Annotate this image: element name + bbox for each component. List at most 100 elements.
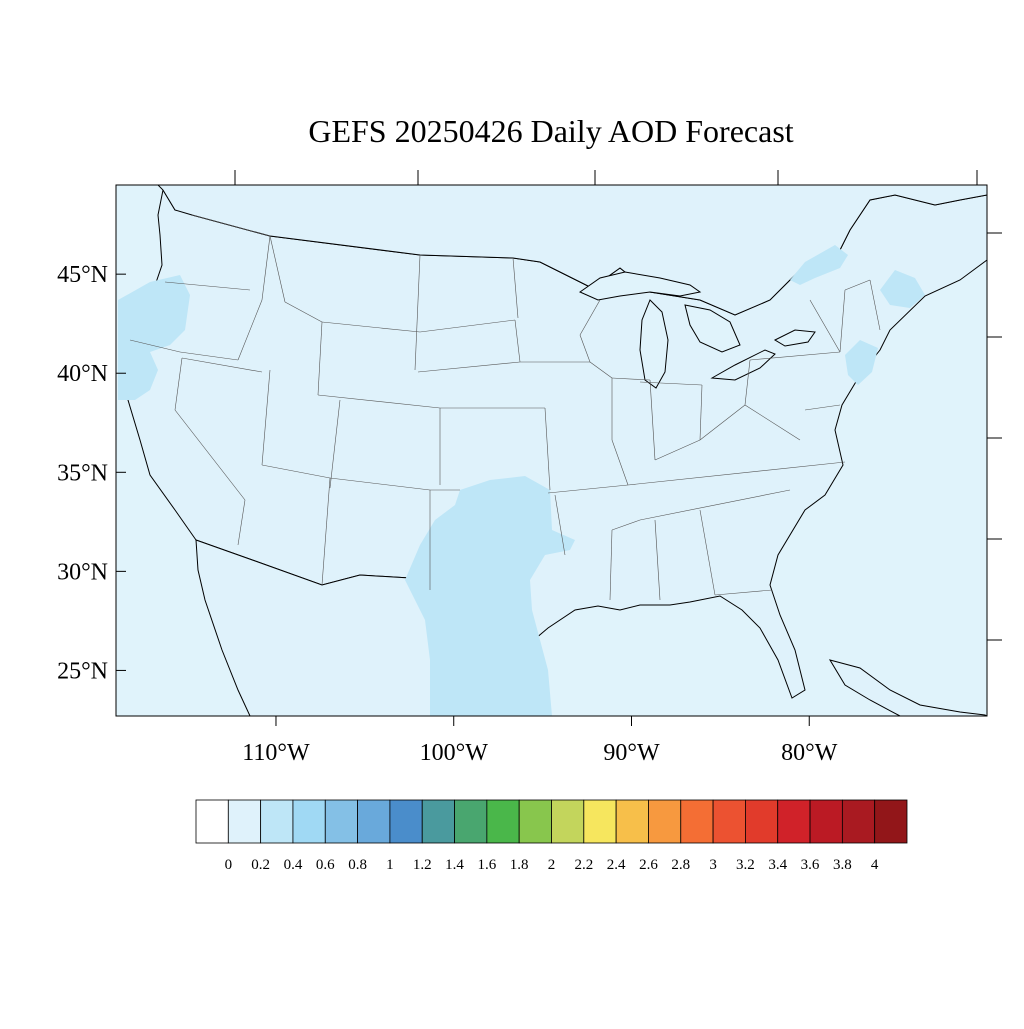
colorbar-label: 4: [871, 857, 879, 873]
state-border-line: [744, 404, 801, 441]
state-border-line: [749, 351, 841, 361]
aod-region-new-england-coast: [880, 270, 925, 308]
colorbar-label: 1.2: [413, 857, 432, 873]
state-border-line: [699, 509, 716, 596]
state-border-line: [544, 407, 551, 491]
colorbar-swatch: [777, 799, 811, 844]
state-border-line: [321, 477, 331, 586]
colorbar-label: 0.2: [251, 857, 270, 873]
colorbar-swatch: [389, 799, 423, 844]
state-border-line: [654, 439, 701, 461]
colorbar-label: 1.6: [477, 857, 496, 873]
aod-region-texas-oklahoma: [405, 476, 575, 716]
colorbar-label: 0.8: [348, 857, 367, 873]
colorbar-swatch: [745, 799, 779, 844]
longitude-label: 100°W: [420, 740, 489, 766]
colorbar-label: 0: [225, 857, 233, 873]
aod-region-new-jersey-coast: [845, 340, 878, 385]
state-border-line: [839, 289, 846, 353]
aod-elevated-regions: [118, 245, 925, 716]
colorbar-label: 1.4: [445, 857, 464, 873]
state-border-line: [714, 589, 773, 596]
state-border-line: [699, 384, 703, 441]
colorbar: [195, 799, 908, 844]
state-border-line: [181, 357, 263, 373]
state-border-line: [129, 339, 181, 353]
state-border-line: [317, 321, 323, 396]
colorbar-label: 2.4: [607, 857, 626, 873]
colorbar-label: 3.8: [833, 857, 852, 873]
colorbar-swatch: [648, 799, 682, 844]
aod-region-upstate-new-york: [790, 245, 848, 285]
colorbar-swatch: [841, 799, 876, 844]
state-borders: [129, 214, 881, 601]
colorbar-label: 2.8: [671, 857, 690, 873]
colorbar-label: 3: [709, 857, 717, 873]
colorbar-label: 1.8: [510, 857, 529, 873]
colorbar-swatch: [260, 799, 294, 844]
latitude-labels: 45°N 40°N 35°N 30°N 25°N: [57, 262, 108, 684]
state-border-line: [261, 464, 331, 479]
map-panel: 45°N 40°N 35°N 30°N 25°N 110°W 100°W 90°W 80°W: [57, 170, 1002, 766]
cuba-island: [828, 659, 987, 716]
state-border-line: [419, 319, 516, 333]
longitude-label: 110°W: [242, 740, 310, 766]
state-border-line: [164, 281, 251, 291]
colorbar-swatch: [712, 799, 746, 844]
colorbar-swatch: [874, 799, 908, 844]
colorbar-swatch: [583, 799, 617, 844]
state-border-line: [237, 299, 263, 361]
longitude-label: 80°W: [781, 740, 838, 766]
colorbar-swatch: [195, 799, 229, 844]
colorbar-label: 2.6: [639, 857, 658, 873]
colorbar-swatch: [421, 799, 455, 844]
colorbar-swatch: [454, 799, 488, 844]
colorbar-label: 3.4: [768, 857, 787, 873]
state-border-line: [512, 257, 519, 319]
state-border-line: [417, 361, 521, 373]
longitude-labels: 110°W 100°W 90°W 80°W: [242, 740, 837, 766]
lake-ontario: [773, 329, 816, 347]
aod-region-pacific-northwest: [118, 275, 190, 400]
colorbar-label: 2.2: [574, 857, 593, 873]
colorbar-label: 0.4: [284, 857, 303, 873]
state-border-line: [744, 359, 751, 406]
state-border-line: [611, 439, 629, 486]
colorbar-swatch: [551, 799, 585, 844]
state-border-line: [514, 319, 521, 363]
lake-michigan: [639, 299, 669, 389]
state-border-line: [554, 494, 566, 556]
map-title: GEFS 20250426 Daily AOD Forecast: [308, 113, 793, 149]
state-border-line: [639, 489, 791, 521]
colorbar-swatch: [680, 799, 714, 844]
state-border-line: [317, 394, 441, 409]
lake-erie: [710, 349, 776, 381]
state-border-line: [579, 299, 601, 336]
state-border-line: [261, 235, 271, 301]
latitude-label: 45°N: [57, 262, 108, 288]
state-border-line: [809, 299, 841, 353]
state-border-line: [804, 404, 841, 411]
state-border-line: [261, 369, 271, 466]
colorbar-swatch: [292, 799, 326, 844]
axis-ticks: [116, 170, 1002, 726]
colorbar-swatch: [324, 799, 358, 844]
state-border-line: [609, 529, 613, 601]
colorbar-swatch: [809, 799, 843, 844]
colorbar-label: 2: [548, 857, 556, 873]
state-border-line: [699, 404, 746, 441]
colorbar-label: 1: [386, 857, 394, 873]
state-border-line: [611, 519, 641, 531]
colorbar-swatch: [615, 799, 649, 844]
state-border-line: [579, 334, 591, 363]
colorbar-swatch: [486, 799, 520, 844]
colorbar-swatch: [357, 799, 391, 844]
state-border-line: [611, 377, 651, 381]
map-frame: [115, 184, 988, 717]
colorbar-swatch: [518, 799, 552, 844]
state-border-line: [269, 235, 286, 303]
longitude-label: 90°W: [603, 740, 660, 766]
state-border-line: [627, 461, 846, 486]
